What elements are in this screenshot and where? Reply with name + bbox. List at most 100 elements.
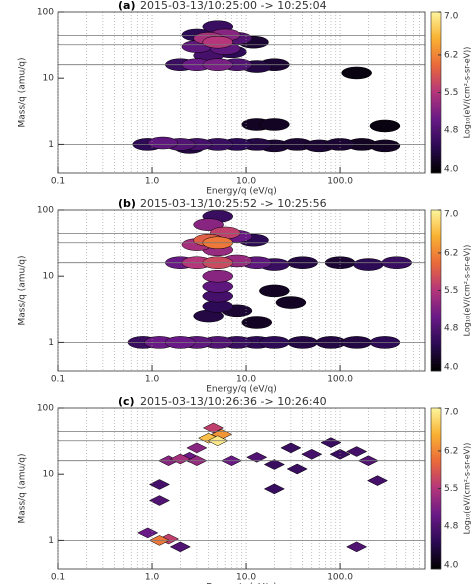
colorbar-step: [431, 274, 441, 277]
cell: [353, 258, 384, 271]
colorbar-step: [431, 458, 441, 461]
colorbar-step: [431, 17, 441, 21]
y-tick-label: 100: [37, 206, 54, 216]
colorbar-step: [431, 352, 441, 356]
colorbar-step: [431, 280, 441, 283]
colorbar-tick-label: 7.0: [444, 408, 459, 418]
colorbar-tick-label: 6.2: [444, 446, 458, 456]
colorbar-step: [431, 528, 441, 532]
colorbar-step: [431, 498, 441, 501]
colorbar-step: [431, 540, 441, 544]
x-tick-label: 100.0: [327, 375, 353, 385]
colorbar-step: [431, 346, 441, 350]
colorbar-step: [431, 476, 441, 479]
colorbar-step: [431, 211, 441, 215]
colorbar-step: [431, 144, 441, 148]
colorbar-step: [431, 27, 441, 31]
colorbar-step: [431, 19, 441, 23]
colorbar-step: [431, 300, 441, 303]
colorbar-step: [431, 286, 441, 289]
colorbar-step: [431, 409, 441, 413]
colorbar-step: [431, 429, 441, 433]
colorbar-step: [431, 492, 441, 495]
colorbar-step: [431, 96, 441, 99]
colorbar-tick-label: 5.5: [444, 484, 458, 494]
colorbar-step: [431, 37, 441, 41]
colorbar-step: [431, 518, 441, 521]
colorbar-tick-label: 7.0: [444, 12, 459, 22]
colorbar-step: [431, 419, 441, 423]
plot-frame: [57, 407, 426, 570]
colorbar-step: [431, 413, 441, 417]
cell: [275, 296, 307, 309]
colorbar-step: [431, 47, 441, 51]
colorbar-step: [431, 53, 441, 57]
colorbar-step: [431, 344, 441, 348]
colorbar-step: [431, 536, 441, 540]
colorbar-step: [431, 282, 441, 285]
cell: [148, 495, 171, 506]
colorbar-step: [431, 43, 441, 47]
colorbar-step: [431, 221, 441, 225]
y-tick-label: 100: [37, 8, 54, 18]
cell: [169, 453, 191, 465]
colorbar-step: [431, 512, 441, 515]
colorbar-step: [431, 421, 441, 425]
cell: [137, 527, 159, 539]
y-tick-label: 1: [48, 536, 54, 546]
colorbar-step: [431, 31, 441, 35]
colorbar-step: [431, 138, 441, 142]
colorbar-step: [431, 332, 441, 336]
colorbar-step: [431, 548, 441, 552]
colorbar-step: [431, 168, 441, 172]
colorbar-step: [431, 122, 441, 125]
colorbar-step: [431, 520, 441, 524]
colorbar-step: [431, 322, 441, 326]
colorbar-tick-label: 5.5: [444, 88, 458, 98]
colorbar-step: [431, 437, 441, 441]
colorbar-step: [431, 368, 441, 372]
colorbar-step: [431, 441, 441, 445]
colorbar-step: [431, 326, 441, 330]
colorbar-step: [431, 66, 441, 69]
colorbar-step: [431, 76, 441, 79]
colorbar-step: [431, 526, 441, 530]
colorbar-step: [431, 435, 441, 439]
colorbar-step: [431, 231, 441, 235]
y-tick-label: 1: [48, 140, 54, 150]
x-tick-label: 0.1: [51, 177, 65, 187]
colorbar-step: [431, 100, 441, 103]
x-axis-label: Energy/q (eV/q): [206, 385, 277, 395]
colorbar-step: [431, 241, 441, 245]
colorbar-step: [431, 150, 441, 154]
colorbar-step: [431, 90, 441, 93]
colorbar-step: [431, 237, 441, 241]
colorbar-step: [431, 407, 441, 411]
colorbar-step: [431, 146, 441, 150]
x-tick-label: 0.1: [51, 375, 65, 385]
y-tick-label: 10: [43, 470, 55, 480]
colorbar-step: [431, 235, 441, 239]
colorbar-step: [431, 500, 441, 503]
colorbar-step: [431, 411, 441, 415]
colorbar-step: [431, 423, 441, 427]
colorbar-step: [431, 534, 441, 538]
colorbar-step: [431, 324, 441, 328]
colorbar-tick-label: 4.8: [444, 522, 459, 532]
panel-label: (c): [118, 395, 135, 408]
colorbar-step: [431, 156, 441, 160]
colorbar-step: [431, 88, 441, 91]
colorbar-step: [431, 445, 441, 449]
colorbar-tick-label: 4.8: [444, 126, 459, 136]
colorbar-step: [431, 106, 441, 109]
cell: [346, 446, 368, 457]
colorbar-step: [431, 51, 441, 55]
colorbar-step: [431, 284, 441, 287]
cell: [346, 541, 368, 553]
cell: [147, 136, 178, 150]
colorbar-step: [431, 62, 441, 65]
colorbar-step: [431, 251, 441, 255]
colorbar-step: [431, 334, 441, 338]
colorbar-step: [431, 92, 441, 95]
colorbar-step: [431, 82, 441, 85]
